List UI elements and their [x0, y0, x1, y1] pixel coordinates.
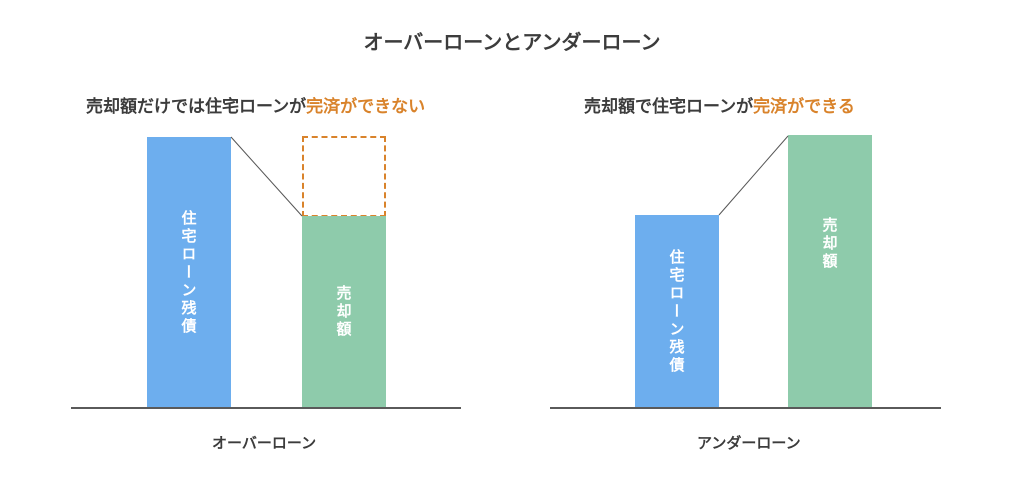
right-heading: 売却額で住宅ローンが完済ができる — [584, 92, 855, 117]
right-connector-line — [718, 135, 789, 216]
right-heading-prefix: 売却額で住宅ローンが — [584, 97, 754, 117]
left-sale-bar-label: 売却額 — [334, 285, 353, 339]
right-loan-bar-label: 住宅ローン残債 — [667, 248, 686, 375]
right-loan-bar: 住宅ローン残債 — [635, 215, 719, 408]
left-heading: 売却額だけでは住宅ローンが完済ができない — [86, 92, 425, 117]
right-heading-suffix: ができる — [787, 97, 855, 117]
left-shortfall-box — [302, 136, 386, 217]
left-loan-bar-label: 住宅ローン残債 — [179, 209, 198, 336]
left-loan-bar: 住宅ローン残債 — [147, 137, 231, 408]
right-sale-bar-label: 売却額 — [820, 217, 839, 272]
left-sale-bar: 売却額 — [302, 216, 386, 408]
left-connector-line — [230, 136, 303, 217]
left-heading-accent: 完済 — [306, 97, 341, 117]
right-sale-bar: 売却額 — [788, 135, 872, 408]
right-baseline — [550, 407, 941, 409]
left-heading-prefix: 売却額だけでは住宅ローンが — [86, 97, 307, 117]
left-heading-suffix: ができない — [340, 97, 426, 117]
left-baseline — [71, 407, 461, 409]
right-axis-label: アンダーローン — [697, 434, 801, 452]
right-heading-accent: 完済 — [753, 97, 788, 117]
page-title: オーバーローンとアンダーローン — [363, 30, 661, 54]
left-axis-label: オーバーローン — [212, 434, 317, 452]
